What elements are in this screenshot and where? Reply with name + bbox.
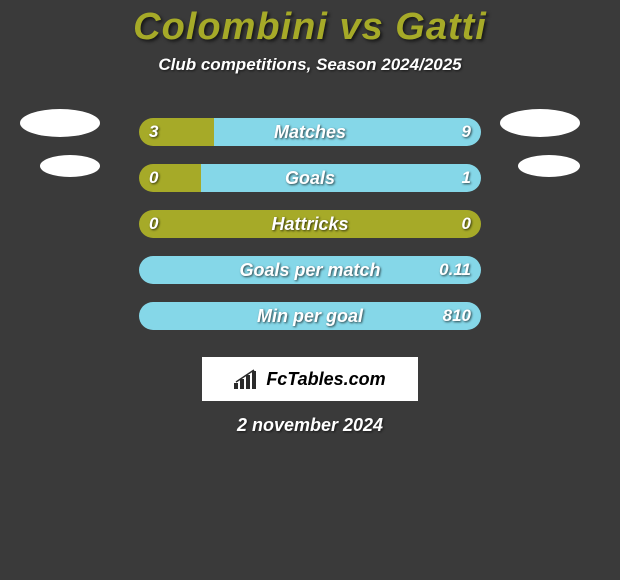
- stat-row-matches: 3 Matches 9: [0, 109, 620, 155]
- bar-right: [201, 164, 481, 192]
- bar-track: 0 Hattricks 0: [139, 210, 481, 238]
- bar-track: Min per goal 810: [139, 302, 481, 330]
- stat-row-min-per-goal: Min per goal 810: [0, 293, 620, 339]
- bar-right: [139, 256, 481, 284]
- stats-chart: 3 Matches 9 0 Goals 1 0 Hattricks 0: [0, 109, 620, 339]
- bar-track: 3 Matches 9: [139, 118, 481, 146]
- comparison-widget: Colombini vs Gatti Club competitions, Se…: [0, 0, 620, 580]
- fctables-logo: FcTables.com: [234, 369, 385, 390]
- bar-left: [139, 210, 481, 238]
- bar-left: [139, 164, 201, 192]
- stat-row-goals-per-match: Goals per match 0.11: [0, 247, 620, 293]
- bar-right: [214, 118, 481, 146]
- attribution-text: FcTables.com: [266, 369, 385, 390]
- bar-track: Goals per match 0.11: [139, 256, 481, 284]
- page-title: Colombini vs Gatti: [0, 0, 620, 49]
- bar-left: [139, 118, 214, 146]
- bar-right: [139, 302, 481, 330]
- attribution-box[interactable]: FcTables.com: [202, 357, 418, 401]
- stat-row-goals: 0 Goals 1: [0, 155, 620, 201]
- stat-row-hattricks: 0 Hattricks 0: [0, 201, 620, 247]
- date-label: 2 november 2024: [0, 415, 620, 436]
- subtitle: Club competitions, Season 2024/2025: [0, 55, 620, 75]
- bar-track: 0 Goals 1: [139, 164, 481, 192]
- bar-chart-icon: [234, 369, 260, 389]
